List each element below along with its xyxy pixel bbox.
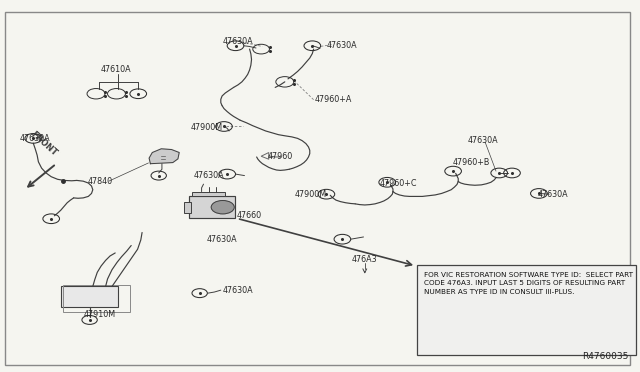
Text: 47630A: 47630A bbox=[223, 37, 253, 46]
Text: 47840: 47840 bbox=[88, 177, 113, 186]
Text: 47630A: 47630A bbox=[326, 41, 357, 49]
Bar bbox=[189, 196, 235, 218]
Text: 47660: 47660 bbox=[237, 211, 262, 220]
Bar bbox=[61, 286, 118, 307]
Polygon shape bbox=[149, 149, 179, 164]
Text: 47960+A: 47960+A bbox=[315, 95, 352, 104]
Text: FOR VIC RESTORATION SOFTWARE TYPE ID:  SELECT PART
CODE 476A3. INPUT LAST 5 DIGI: FOR VIC RESTORATION SOFTWARE TYPE ID: SE… bbox=[424, 272, 634, 295]
Text: 47630A: 47630A bbox=[538, 190, 568, 199]
Bar bbox=[184, 202, 191, 213]
Bar bbox=[63, 285, 130, 312]
FancyBboxPatch shape bbox=[417, 265, 636, 355]
Text: 47960+B: 47960+B bbox=[452, 158, 490, 167]
Text: 47910M: 47910M bbox=[83, 310, 115, 319]
Text: 47630A: 47630A bbox=[467, 136, 498, 145]
Bar bbox=[192, 192, 225, 196]
Text: 47960+C: 47960+C bbox=[380, 179, 417, 188]
Text: FRONT: FRONT bbox=[29, 130, 58, 158]
Text: 47630A: 47630A bbox=[19, 134, 50, 143]
Text: 47610A: 47610A bbox=[101, 65, 132, 74]
Text: 47960: 47960 bbox=[268, 153, 292, 161]
Text: 47630A: 47630A bbox=[193, 171, 224, 180]
Text: R4760035: R4760035 bbox=[582, 352, 628, 361]
Text: 47900M: 47900M bbox=[294, 190, 326, 199]
Text: 47630A: 47630A bbox=[223, 286, 253, 295]
Text: 47630A: 47630A bbox=[207, 235, 237, 244]
Circle shape bbox=[211, 201, 234, 214]
Text: 476A3: 476A3 bbox=[352, 255, 378, 264]
Text: 47900M: 47900M bbox=[191, 123, 223, 132]
